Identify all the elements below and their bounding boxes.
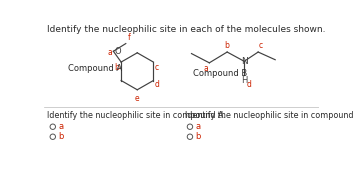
Text: Identify the nucleophilic site in compound B.: Identify the nucleophilic site in compou…: [185, 111, 354, 119]
Text: a: a: [203, 64, 208, 73]
Text: d: d: [155, 80, 160, 89]
Text: b: b: [114, 63, 119, 72]
Text: d: d: [246, 80, 251, 89]
Text: Identify the nucleophilic site in each of the molecules shown.: Identify the nucleophilic site in each o…: [47, 25, 326, 34]
Text: Compound A: Compound A: [68, 64, 122, 73]
Text: a: a: [107, 48, 112, 56]
Text: Identify the nucleophilic site in compound A.: Identify the nucleophilic site in compou…: [47, 111, 226, 119]
Text: f: f: [127, 33, 130, 42]
Text: b: b: [195, 132, 201, 141]
Text: H: H: [241, 76, 247, 85]
Text: b: b: [58, 132, 64, 141]
Text: O: O: [114, 47, 121, 56]
Text: e: e: [135, 94, 139, 103]
Text: b: b: [224, 41, 229, 50]
Text: c: c: [259, 41, 263, 50]
Text: c: c: [155, 63, 159, 72]
Text: N: N: [241, 57, 247, 66]
Text: a: a: [195, 122, 200, 131]
Text: a: a: [58, 122, 63, 131]
Text: Compound B: Compound B: [193, 69, 247, 78]
